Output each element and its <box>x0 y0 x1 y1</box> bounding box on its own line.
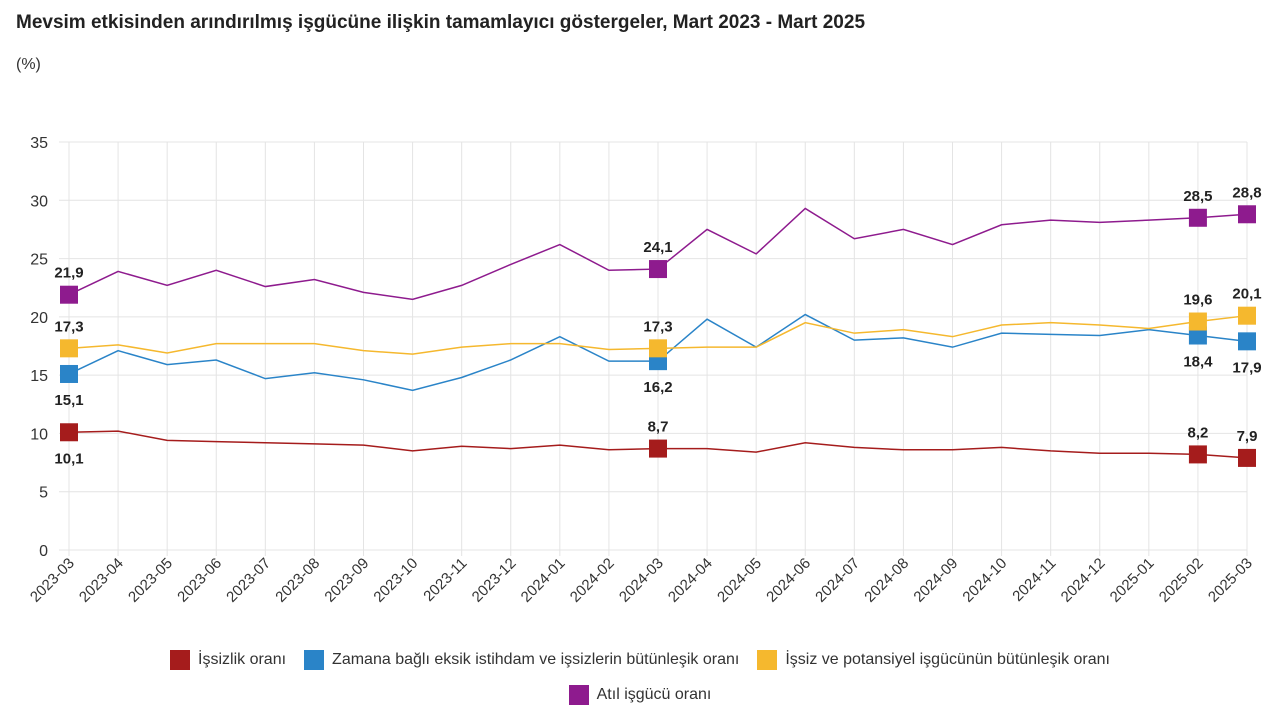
x-tick-label: 2024-03 <box>616 555 667 606</box>
data-marker <box>60 339 78 358</box>
data-marker <box>1238 448 1256 467</box>
y-tick-label: 0 <box>39 543 48 560</box>
x-tick-label: 2024-12 <box>1058 555 1109 606</box>
data-marker <box>60 423 78 442</box>
data-marker <box>1238 332 1256 351</box>
x-tick-label: 2023-11 <box>420 555 470 605</box>
x-tick-label: 2023-06 <box>174 555 225 606</box>
data-label: 17,3 <box>643 318 672 335</box>
data-marker <box>60 285 78 304</box>
y-tick-label: 20 <box>30 310 48 327</box>
x-tick-label: 2023-07 <box>223 555 274 606</box>
legend-label: İşsiz ve potansiyel işgücünün bütünleşik… <box>785 651 1110 668</box>
y-tick-label: 15 <box>30 368 48 385</box>
legend-swatch <box>757 650 778 670</box>
data-marker <box>1188 326 1207 345</box>
data-label: 17,3 <box>54 318 83 335</box>
chart-title: Mevsim etkisinden arındırılmış işgücüne … <box>16 12 866 33</box>
x-tick-label: 2024-04 <box>665 555 716 606</box>
data-marker <box>649 260 667 279</box>
data-marker <box>1188 208 1207 227</box>
x-tick-label: 2023-09 <box>321 555 372 606</box>
y-tick-label: 25 <box>30 252 48 269</box>
data-label: 20,1 <box>1232 286 1261 303</box>
data-label: 17,9 <box>1232 359 1261 376</box>
legend-item[interactable]: İşsizlik oranı <box>170 650 286 670</box>
y-tick-label: 5 <box>39 485 48 502</box>
x-tick-label: 2025-01 <box>1107 555 1158 606</box>
data-label: 21,9 <box>54 265 83 282</box>
legend-label: Atıl işgücü oranı <box>596 686 712 703</box>
data-label: 8,2 <box>1187 424 1208 441</box>
x-tick-label: 2024-08 <box>861 555 912 606</box>
x-tick-label: 2024-01 <box>518 555 569 606</box>
x-tick-label: 2025-02 <box>1156 555 1207 606</box>
data-label: 28,5 <box>1183 188 1212 205</box>
x-tick-label: 2024-07 <box>812 555 863 606</box>
y-tick-label: 10 <box>30 426 48 443</box>
legend-row-2: Atıl işgücü oranı <box>0 685 1280 705</box>
data-marker <box>1188 445 1207 464</box>
legend-item[interactable]: İşsiz ve potansiyel işgücünün bütünleşik… <box>757 650 1110 670</box>
x-tick-label: 2024-02 <box>567 555 618 606</box>
y-tick-label: 35 <box>30 135 48 152</box>
data-marker <box>1188 312 1207 331</box>
data-label: 24,1 <box>643 239 672 256</box>
legend-item[interactable]: Zamana bağlı eksik istihdam ve işsizleri… <box>304 650 739 670</box>
data-label: 19,6 <box>1183 292 1212 309</box>
legend-label: İşsizlik oranı <box>198 651 287 668</box>
legend-label: Zamana bağlı eksik istihdam ve işsizleri… <box>332 651 740 668</box>
x-tick-label: 2023-04 <box>76 555 127 606</box>
legend-swatch <box>170 650 191 670</box>
data-label: 8,7 <box>648 419 669 436</box>
data-marker <box>60 364 78 383</box>
x-tick-label: 2023-08 <box>272 555 323 606</box>
data-marker <box>1238 306 1256 325</box>
x-tick-label: 2024-06 <box>763 555 814 606</box>
legend-swatch <box>304 650 325 670</box>
data-label: 15,1 <box>54 392 83 409</box>
legend-swatch <box>568 685 589 705</box>
x-tick-label: 2023-10 <box>370 555 421 606</box>
x-tick-label: 2024-11 <box>1009 555 1059 605</box>
legend-item[interactable]: Atıl işgücü oranı <box>568 685 712 705</box>
unit-label: (%) <box>16 56 41 73</box>
data-label: 28,8 <box>1232 184 1261 201</box>
x-tick-label: 2024-05 <box>714 555 765 606</box>
x-tick-label: 2023-03 <box>27 555 78 606</box>
data-label: 10,1 <box>54 450 83 467</box>
x-tick-label: 2024-09 <box>910 555 961 606</box>
data-marker <box>1238 205 1256 224</box>
y-tick-label: 30 <box>30 193 48 210</box>
data-label: 16,2 <box>643 379 672 396</box>
x-tick-label: 2023-12 <box>469 555 520 606</box>
data-marker <box>649 439 667 458</box>
legend-row-1: İşsizlik oranı Zamana bağlı eksik istihd… <box>0 650 1280 670</box>
x-tick-label: 2024-10 <box>959 555 1010 606</box>
x-tick-label: 2023-05 <box>125 555 176 606</box>
data-label: 7,9 <box>1237 428 1258 445</box>
data-label: 18,4 <box>1183 354 1213 371</box>
x-tick-label: 2025-03 <box>1205 555 1256 606</box>
data-marker <box>649 339 667 358</box>
